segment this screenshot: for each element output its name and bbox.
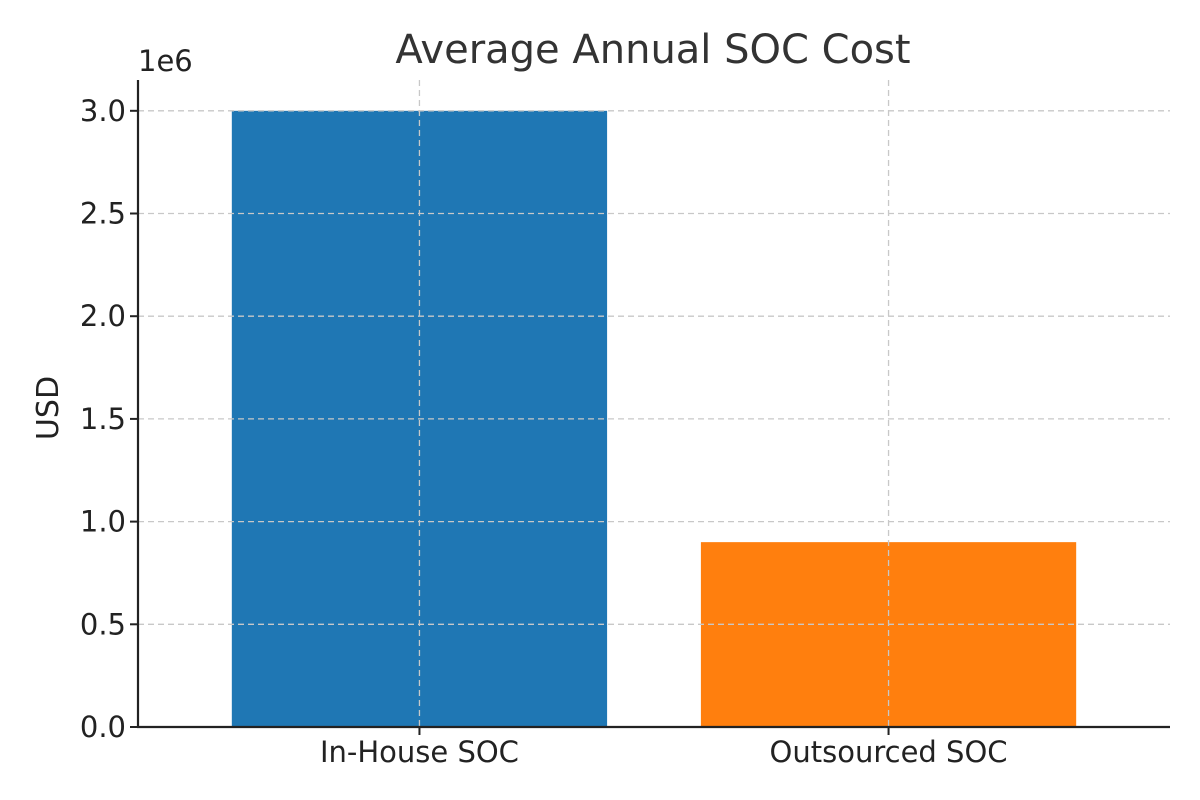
chart-title: Average Annual SOC Cost bbox=[395, 27, 910, 73]
y-tick-label-6: 3.0 bbox=[80, 94, 126, 128]
y-tick-label-4: 2.0 bbox=[80, 299, 126, 333]
y-tick-label-5: 2.5 bbox=[80, 197, 126, 231]
y-axis-offset-label: 1e6 bbox=[138, 44, 193, 78]
y-axis-label: USD bbox=[31, 376, 66, 440]
x-tick-label-0: In-House SOC bbox=[320, 735, 519, 769]
y-tick-label-1: 0.5 bbox=[80, 607, 126, 641]
y-tick-label-2: 1.0 bbox=[80, 505, 126, 539]
grid bbox=[138, 80, 1170, 727]
x-tick-label-1: Outsourced SOC bbox=[770, 735, 1008, 769]
y-tick-label-3: 1.5 bbox=[80, 402, 126, 436]
axes bbox=[136, 80, 1170, 729]
ticks: 0.0 0.5 1.0 1.5 2.0 2.5 3.0 In-House SOC Outsour… bbox=[80, 94, 1008, 769]
y-tick-label-0: 0.0 bbox=[80, 710, 126, 744]
